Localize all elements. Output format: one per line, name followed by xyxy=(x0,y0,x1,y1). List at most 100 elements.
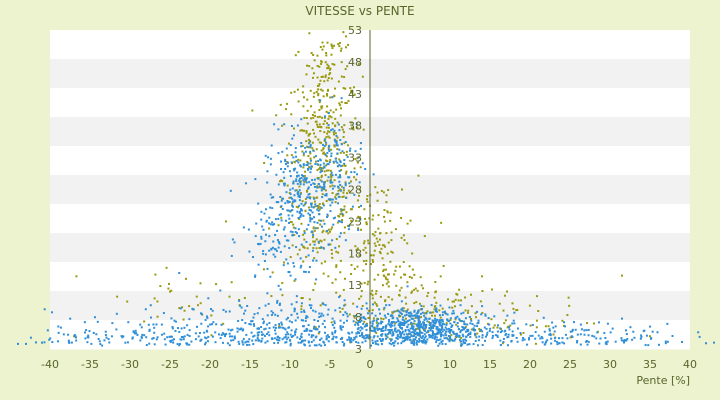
data-point xyxy=(356,126,359,129)
data-point xyxy=(606,322,609,325)
data-point xyxy=(320,189,323,192)
data-point xyxy=(445,312,448,315)
data-point xyxy=(513,311,516,314)
data-point xyxy=(305,177,308,180)
data-point xyxy=(345,196,348,199)
data-point xyxy=(319,99,322,102)
data-point xyxy=(264,208,267,211)
data-point xyxy=(425,340,428,343)
x-tick-label: 10 xyxy=(443,358,457,371)
data-point xyxy=(285,258,288,261)
data-point xyxy=(570,335,573,338)
data-point xyxy=(307,142,310,145)
data-point xyxy=(353,167,356,170)
data-point xyxy=(276,229,279,232)
data-point xyxy=(316,251,319,254)
data-point xyxy=(472,327,475,330)
data-point xyxy=(315,335,318,338)
data-point xyxy=(284,202,287,205)
data-point xyxy=(230,339,233,342)
data-point xyxy=(413,302,416,305)
data-point xyxy=(346,43,349,46)
data-point xyxy=(339,176,342,179)
data-point xyxy=(491,288,494,291)
data-point xyxy=(410,317,413,320)
data-point xyxy=(309,197,312,200)
data-point xyxy=(327,112,330,115)
data-point xyxy=(212,321,215,324)
data-point xyxy=(306,122,309,125)
data-point xyxy=(329,67,332,70)
data-point xyxy=(317,325,320,328)
data-point xyxy=(469,317,472,320)
data-point xyxy=(404,337,407,340)
data-point xyxy=(407,323,410,326)
data-point xyxy=(316,54,319,57)
data-point xyxy=(422,305,425,308)
data-point xyxy=(326,41,329,44)
data-point xyxy=(319,45,322,48)
data-point xyxy=(385,194,388,197)
data-point xyxy=(441,330,444,333)
data-point xyxy=(313,197,316,200)
data-point xyxy=(359,216,362,219)
data-point xyxy=(57,325,60,328)
data-point xyxy=(290,221,293,224)
data-point xyxy=(342,191,345,194)
data-point xyxy=(167,287,170,290)
data-point xyxy=(456,315,459,318)
data-point xyxy=(108,341,111,344)
data-point xyxy=(215,323,218,326)
data-point xyxy=(409,327,412,330)
data-point xyxy=(420,308,423,311)
data-point xyxy=(331,128,334,131)
data-point xyxy=(317,138,320,141)
data-point xyxy=(185,277,187,280)
data-point xyxy=(339,325,342,328)
data-point xyxy=(318,65,321,68)
data-point xyxy=(341,307,344,310)
data-point xyxy=(319,179,322,182)
data-point xyxy=(256,334,259,337)
data-point xyxy=(614,340,617,343)
data-point xyxy=(326,132,329,135)
data-point xyxy=(563,324,566,327)
data-point xyxy=(349,208,352,211)
data-point xyxy=(342,87,345,90)
data-point xyxy=(419,308,422,311)
data-point xyxy=(458,319,461,322)
data-point xyxy=(303,229,306,232)
data-point xyxy=(398,330,401,333)
data-point xyxy=(86,341,89,344)
data-point xyxy=(403,321,406,324)
data-point xyxy=(149,316,152,319)
data-point xyxy=(395,321,398,324)
data-point xyxy=(528,338,531,341)
data-point xyxy=(343,76,346,79)
data-point xyxy=(327,126,330,129)
data-point xyxy=(415,301,418,304)
data-point xyxy=(62,333,65,336)
data-point xyxy=(535,319,538,322)
data-point xyxy=(295,295,298,298)
data-point xyxy=(342,151,345,154)
data-point xyxy=(149,304,152,307)
data-point xyxy=(334,140,337,143)
data-point xyxy=(371,289,374,292)
data-point xyxy=(350,219,353,222)
data-point xyxy=(307,134,310,137)
data-point xyxy=(384,276,387,279)
data-point xyxy=(386,210,389,213)
data-point xyxy=(343,124,346,127)
data-point xyxy=(324,194,327,197)
data-point xyxy=(170,289,173,292)
data-point xyxy=(380,342,383,345)
data-point xyxy=(481,336,484,339)
data-point xyxy=(307,212,310,215)
data-point xyxy=(250,331,253,334)
data-point xyxy=(186,343,189,346)
data-point xyxy=(561,319,564,322)
data-point xyxy=(401,307,404,310)
data-point xyxy=(239,328,242,331)
data-point xyxy=(326,151,329,154)
